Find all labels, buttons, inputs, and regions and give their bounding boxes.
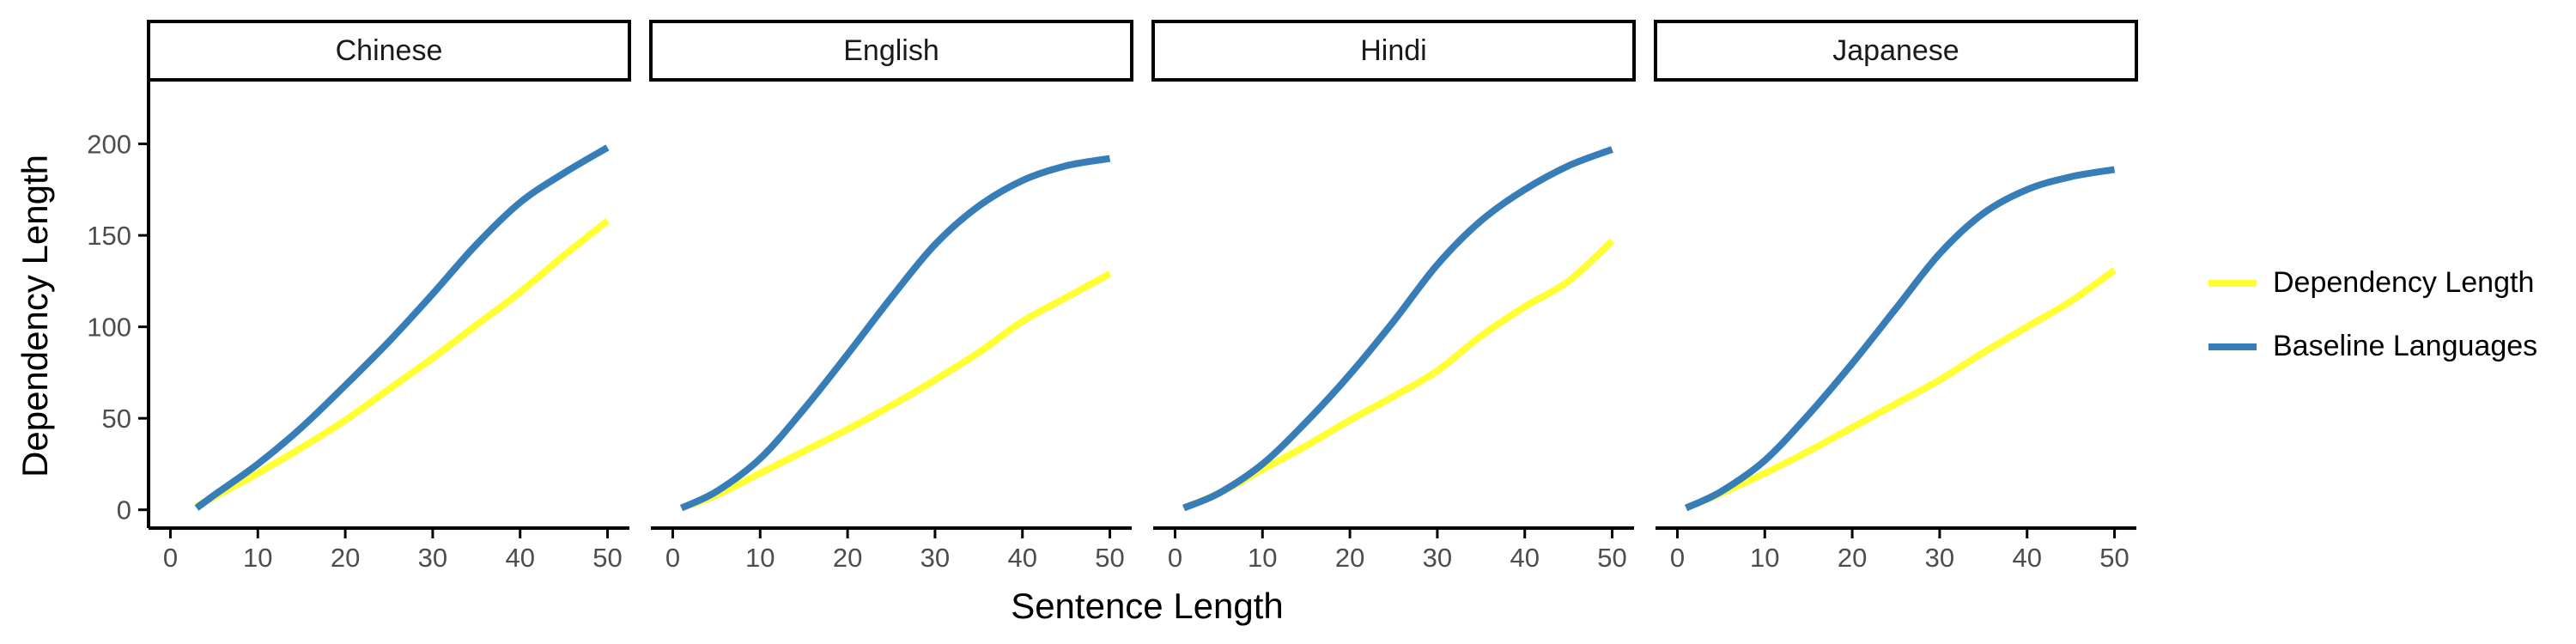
x-axis-title: Sentence Length xyxy=(1011,586,1284,626)
facet-label: Hindi xyxy=(1360,34,1426,67)
series-line-dependency-length xyxy=(1182,238,1615,512)
x-tick-label: 0 xyxy=(1168,543,1182,573)
legend: Dependency Length Baseline Languages xyxy=(2208,266,2537,362)
y-axis-title: Dependency Length xyxy=(15,155,55,477)
x-tick-label: 0 xyxy=(1670,543,1685,573)
legend-item: Baseline Languages xyxy=(2208,330,2537,362)
x-tick-label: 30 xyxy=(1925,543,1954,573)
x-tick-label: 30 xyxy=(418,543,447,573)
x-tick-label: 40 xyxy=(505,543,534,573)
facet-strip xyxy=(649,20,1133,82)
facet-strip xyxy=(147,20,631,82)
x-tick-label: 0 xyxy=(665,543,680,573)
y-tick-label: 100 xyxy=(87,313,131,343)
series-line-dependency-length xyxy=(680,270,1112,512)
panel-japanese: Japanese 0 10 20 30 40 50 xyxy=(1654,20,2138,573)
x-tick-label: 0 xyxy=(163,543,178,573)
series-line-baseline-languages xyxy=(1684,166,2116,512)
x-tick-label: 20 xyxy=(833,543,862,573)
facet-strip xyxy=(1654,20,2138,82)
panel-english: English 0 10 20 30 40 50 xyxy=(649,20,1133,573)
x-tick-label: 20 xyxy=(1838,543,1867,573)
series-line-dependency-length xyxy=(1685,267,2117,512)
x-tick-label: 20 xyxy=(331,543,360,573)
legend-label: Dependency Length xyxy=(2273,266,2534,299)
series-line-baseline-languages xyxy=(194,144,610,511)
facet-label: English xyxy=(843,34,939,67)
y-tick-label: 150 xyxy=(87,221,131,251)
y-tick-label: 200 xyxy=(87,130,131,160)
facet-label: Japanese xyxy=(1832,34,1959,67)
x-tick-label: 30 xyxy=(1423,543,1452,573)
x-tick-label: 10 xyxy=(1750,543,1779,573)
series-line-baseline-languages xyxy=(1182,146,1613,512)
y-tick-label: 0 xyxy=(117,495,131,526)
y-tick-label: 50 xyxy=(102,404,131,434)
x-tick-label: 40 xyxy=(2012,543,2041,573)
x-tick-label: 10 xyxy=(745,543,775,573)
x-tick-label: 10 xyxy=(1248,543,1277,573)
legend-item: Dependency Length xyxy=(2208,266,2534,299)
panel-chinese: Chinese 0 10 20 30 40 50 0 50 100 150 200 xyxy=(87,20,631,573)
x-tick-label: 10 xyxy=(243,543,272,573)
x-tick-label: 50 xyxy=(1597,543,1626,573)
x-tick-label: 30 xyxy=(920,543,950,573)
panel-hindi: Hindi 0 10 20 30 40 50 xyxy=(1151,20,1636,573)
facet-strip xyxy=(1151,20,1636,82)
series-line-dependency-length xyxy=(195,217,610,509)
x-tick-label: 40 xyxy=(1007,543,1036,573)
legend-label: Baseline Languages xyxy=(2273,330,2537,362)
series-line-baseline-languages xyxy=(679,155,1111,512)
x-tick-label: 50 xyxy=(1095,543,1124,573)
facet-label: Chinese xyxy=(336,34,443,67)
x-tick-label: 40 xyxy=(1510,543,1539,573)
x-tick-label: 20 xyxy=(1335,543,1364,573)
x-tick-label: 50 xyxy=(592,543,622,573)
x-tick-label: 50 xyxy=(2099,543,2129,573)
